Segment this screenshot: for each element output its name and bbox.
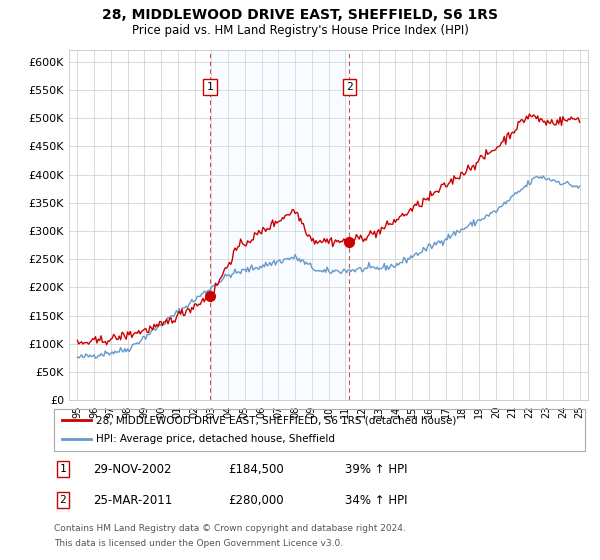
- Text: £280,000: £280,000: [228, 493, 284, 507]
- Text: 1: 1: [206, 82, 213, 92]
- Text: 25-MAR-2011: 25-MAR-2011: [93, 493, 172, 507]
- Text: This data is licensed under the Open Government Licence v3.0.: This data is licensed under the Open Gov…: [54, 539, 343, 548]
- Text: 34% ↑ HPI: 34% ↑ HPI: [345, 493, 407, 507]
- Text: £184,500: £184,500: [228, 463, 284, 476]
- Text: Price paid vs. HM Land Registry's House Price Index (HPI): Price paid vs. HM Land Registry's House …: [131, 24, 469, 36]
- Text: 2: 2: [59, 495, 67, 505]
- Text: 28, MIDDLEWOOD DRIVE EAST, SHEFFIELD, S6 1RS (detached house): 28, MIDDLEWOOD DRIVE EAST, SHEFFIELD, S6…: [97, 415, 457, 425]
- Text: 1: 1: [59, 464, 67, 474]
- Text: 39% ↑ HPI: 39% ↑ HPI: [345, 463, 407, 476]
- Text: 2: 2: [346, 82, 353, 92]
- Text: 29-NOV-2002: 29-NOV-2002: [93, 463, 172, 476]
- Text: 28, MIDDLEWOOD DRIVE EAST, SHEFFIELD, S6 1RS: 28, MIDDLEWOOD DRIVE EAST, SHEFFIELD, S6…: [102, 8, 498, 22]
- Text: Contains HM Land Registry data © Crown copyright and database right 2024.: Contains HM Land Registry data © Crown c…: [54, 524, 406, 533]
- Text: HPI: Average price, detached house, Sheffield: HPI: Average price, detached house, Shef…: [97, 435, 335, 445]
